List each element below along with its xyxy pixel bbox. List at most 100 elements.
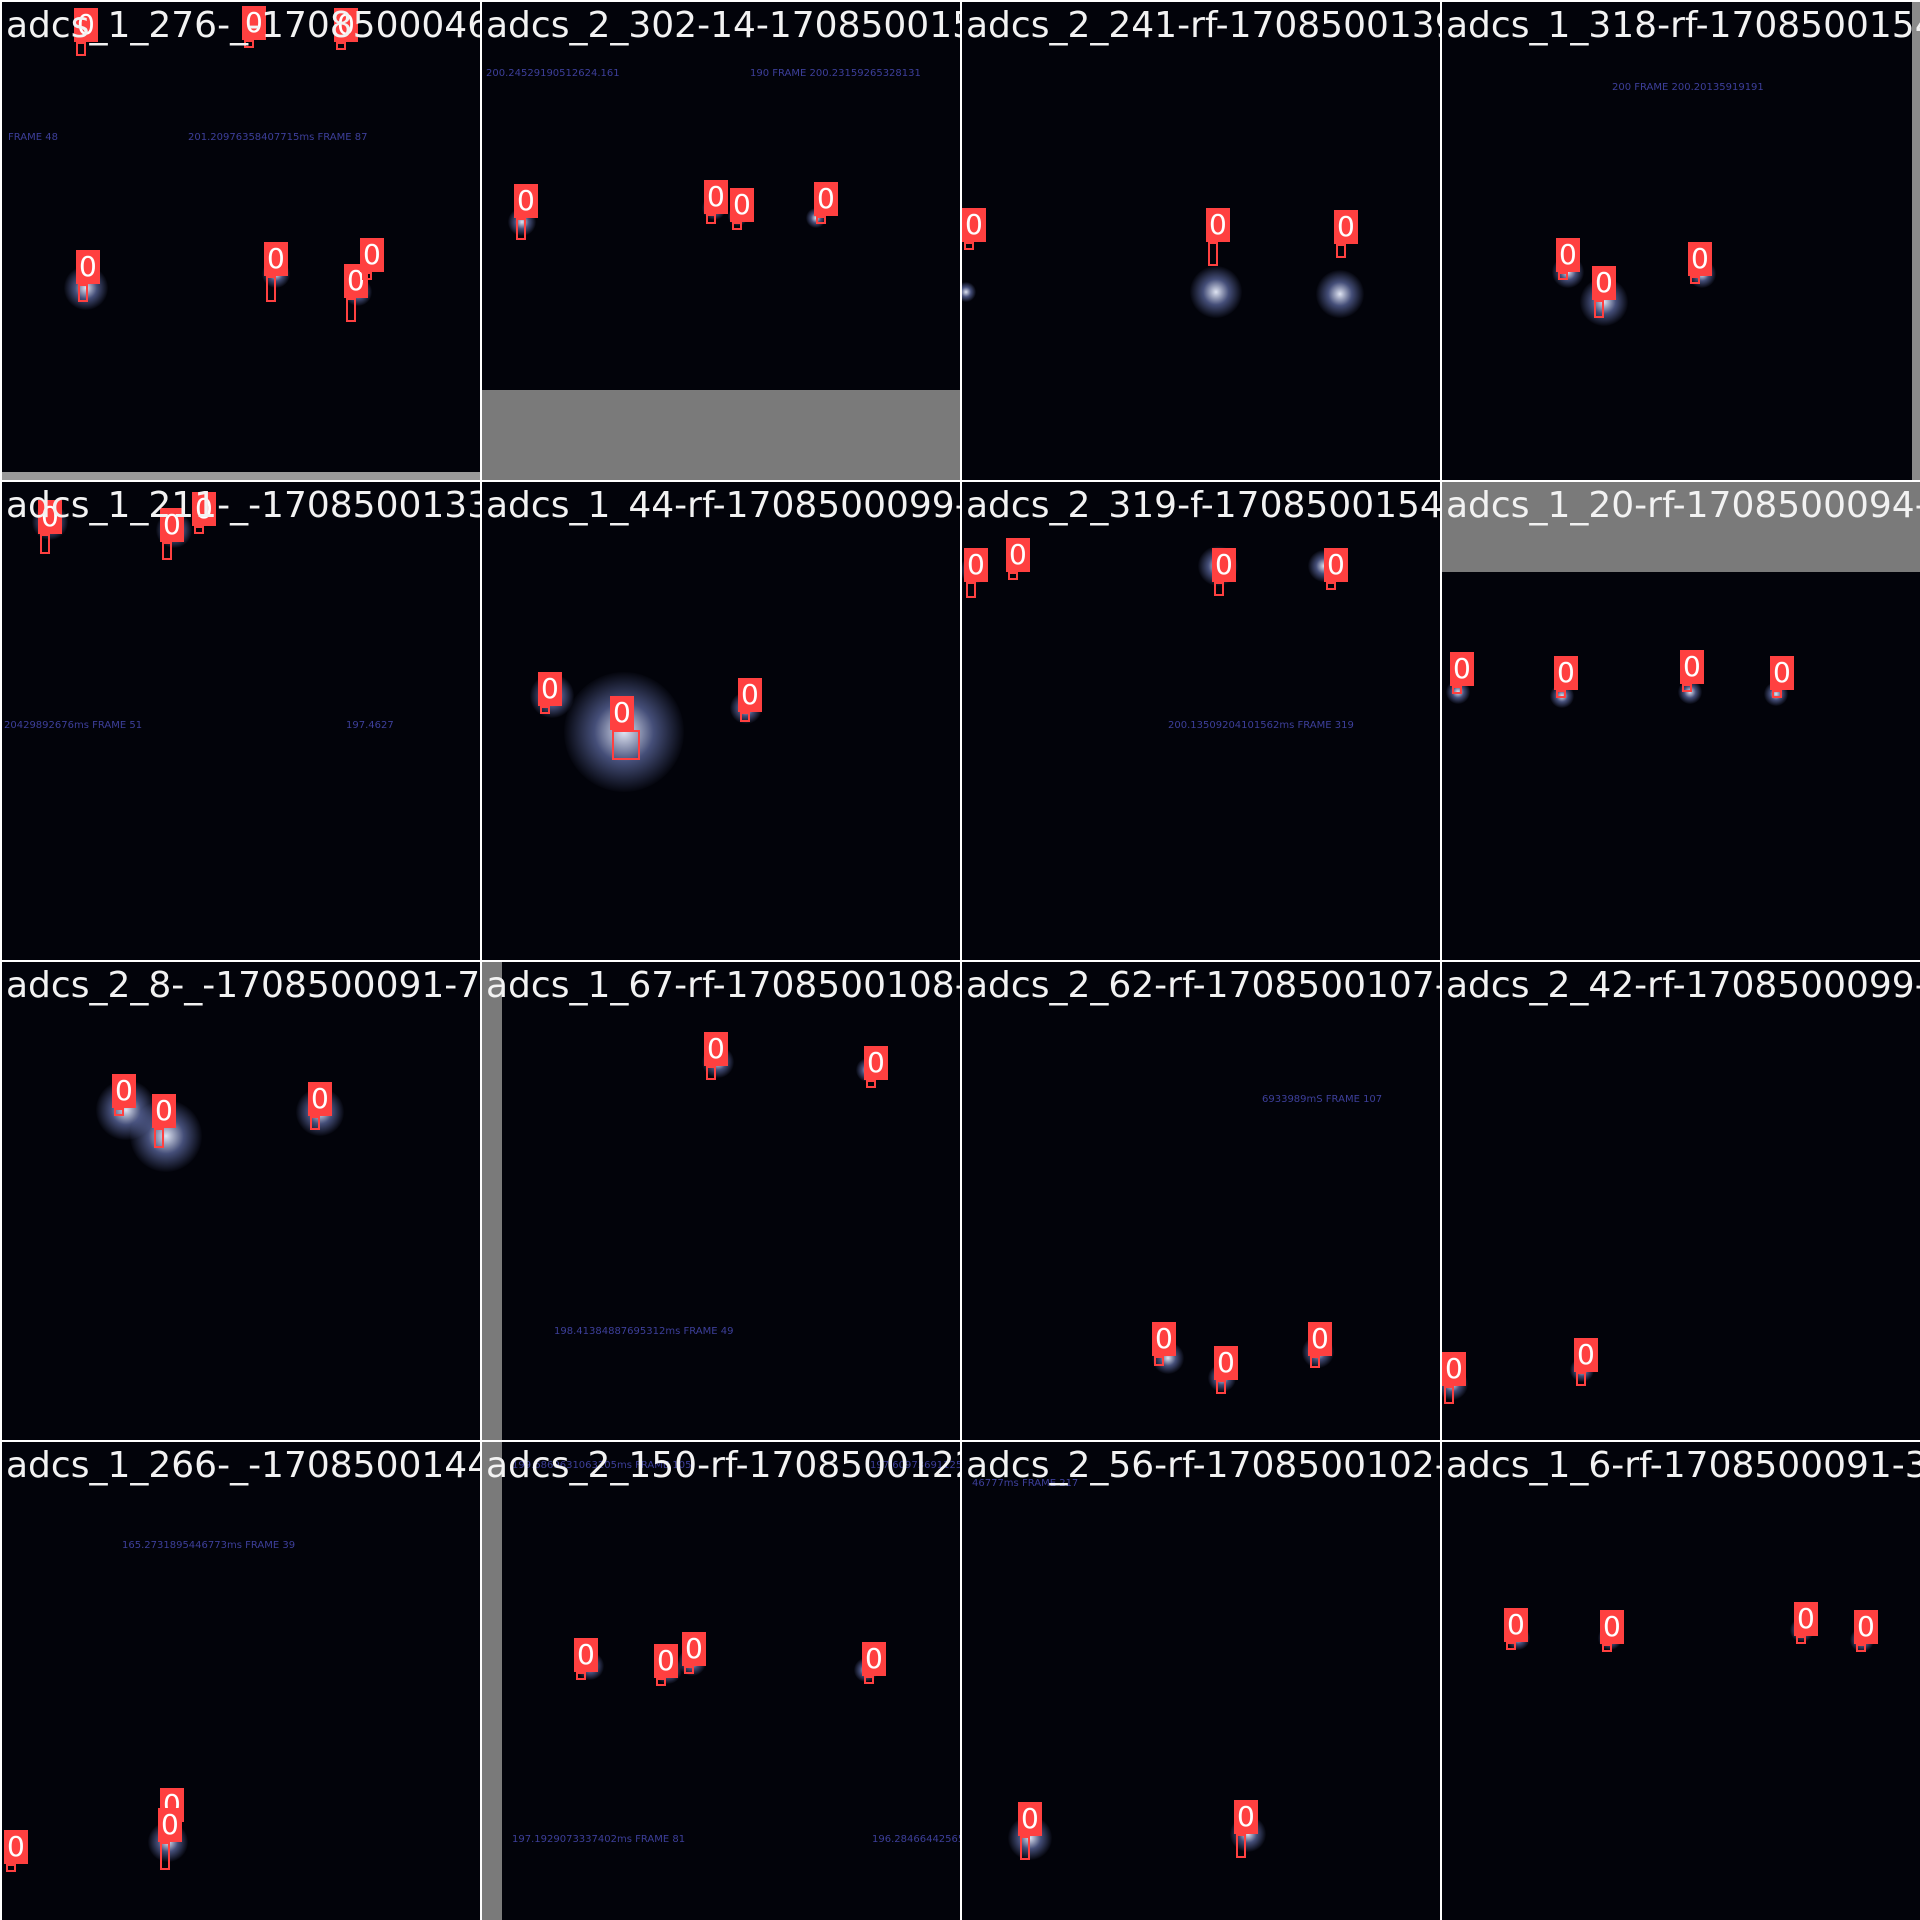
mosaic-tile: 165.2731895446773ms FRAME 39 0 0 0 adcs_1_26… (2, 1442, 480, 1920)
class-label: 0 (962, 208, 986, 242)
class-label: 0 (308, 1082, 332, 1116)
bounding-box (266, 276, 276, 302)
class-label: 0 (1214, 1346, 1238, 1380)
bounding-box (740, 712, 750, 722)
bounding-box (1444, 1386, 1454, 1404)
bounding-box (576, 1672, 586, 1680)
class-label: 0 (1854, 1610, 1878, 1644)
bounding-box (816, 216, 826, 224)
bounding-box (1154, 1356, 1164, 1366)
bounding-box (964, 242, 974, 250)
frame-overlay-text: 197.60973691125458 (870, 1460, 960, 1471)
class-label: 0 (264, 242, 288, 276)
frame-overlay-text: 201.20976358407715ms FRAME 87 (188, 132, 368, 143)
class-label: 0 (1234, 1800, 1258, 1834)
bounding-box (1452, 686, 1462, 694)
frame-overlay-text: 165.2731895446773ms FRAME 39 (122, 1540, 296, 1551)
mosaic-tile: FRAME 48 201.20976358407715ms FRAME 87 0 0 0… (2, 2, 480, 480)
class-label: 0 (1442, 1352, 1466, 1386)
bounding-box (540, 706, 550, 714)
class-label: 0 (654, 1644, 678, 1678)
bounding-box (1336, 244, 1346, 258)
tile-filename: adcs_1_67-rf-1708500108-629763 (486, 965, 960, 1006)
frame-overlay-text: 200.13509204101562ms FRAME 319 (1168, 720, 1354, 731)
mosaic-tile: 198.41384887695312ms FRAME 49 0 0 adcs_1_67… (482, 962, 960, 1440)
tile-filename: adcs_1_276-_-1708500046-4485 (6, 5, 480, 46)
bounding-box (1506, 1642, 1516, 1650)
class-label: 0 (1770, 656, 1794, 690)
bounding-box (78, 284, 88, 302)
frame-overlay-text: 199.6869631063205ms FRAME 105 (512, 1460, 692, 1471)
class-label: 0 (4, 1830, 28, 1864)
bounding-box (1558, 272, 1568, 280)
mosaic-tile: 200 FRAME 200.20135919191 0 0 0 adcs_1_318-r… (1442, 2, 1920, 480)
class-label: 0 (1554, 656, 1578, 690)
class-label: 0 (1324, 548, 1348, 582)
class-label: 0 (1152, 1322, 1176, 1356)
light-glow (962, 282, 976, 302)
class-label: 0 (1556, 238, 1580, 272)
class-label: 0 (862, 1642, 886, 1676)
bounding-box (1008, 572, 1018, 580)
bounding-box (336, 42, 346, 50)
tile-filename: adcs_2_42-rf-1708500099-4 (1446, 965, 1920, 1006)
class-label: 0 (1308, 1322, 1332, 1356)
bounding-box (1216, 1380, 1226, 1394)
bounding-box (362, 272, 372, 280)
bounding-box (866, 1080, 876, 1088)
tile-filename: adcs_1_266-_-1708500144-4349532 (6, 1445, 480, 1486)
tile-filename: adcs_2_241-rf-1708500139-485068 (966, 5, 1440, 46)
class-label: 0 (1450, 652, 1474, 686)
bounding-box (1214, 582, 1224, 596)
class-label: 0 (192, 492, 216, 526)
tile-filename: adcs_2_62-rf-1708500107-630929 (966, 965, 1440, 1006)
class-label: 0 (738, 678, 762, 712)
class-label: 0 (964, 548, 988, 582)
class-label: 0 (112, 1074, 136, 1108)
class-label: 0 (74, 8, 98, 42)
class-label: 0 (1206, 208, 1230, 242)
frame-overlay-text: 197.1929073337402ms FRAME 81 (512, 1834, 686, 1845)
mosaic-tile: 20429892676ms FRAME 51 197.4627 0 0 0 adcs_1_… (2, 482, 480, 960)
class-label: 0 (704, 1032, 728, 1066)
tile-filename: adcs_2_319-f-1708500154-997532 (966, 485, 1440, 526)
tile-filename: adcs_1_6-rf-1708500091-36 (1446, 1445, 1920, 1486)
class-label: 0 (514, 184, 538, 218)
tile-filename: adcs_2_150-rf-1708500122-817989 (486, 1445, 960, 1486)
bounding-box (966, 582, 976, 598)
class-label: 0 (682, 1632, 706, 1666)
class-label: 0 (730, 188, 754, 222)
bounding-box (1594, 300, 1604, 318)
class-label: 0 (1680, 650, 1704, 684)
mosaic-tile: 0 0 0 0 adcs_1_6-rf-1708500091-36 (1442, 1442, 1920, 1920)
class-label: 0 (704, 180, 728, 214)
class-label: 0 (864, 1046, 888, 1080)
class-label: 0 (242, 6, 266, 40)
bounding-box (1602, 1644, 1612, 1652)
class-label: 0 (1592, 266, 1616, 300)
frame-overlay-text: 190 FRAME 200.23159265328131 (750, 68, 921, 79)
class-label: 0 (814, 182, 838, 216)
class-label: 0 (1504, 1608, 1528, 1642)
class-label: 0 (538, 672, 562, 706)
class-label: 0 (1006, 538, 1030, 572)
padding-band (1442, 482, 1920, 572)
bounding-box (154, 1128, 164, 1148)
bounding-box (1236, 1834, 1246, 1858)
bounding-box (1208, 242, 1218, 266)
mosaic-tile: 199.6869631063205ms FRAME 105 197.6097369… (482, 1442, 960, 1920)
frame-overlay-text: 6933989mS FRAME 107 (1262, 1094, 1383, 1105)
mosaic-tile: 46777ms FRAME 217 0 0 adcs_2_56-rf-17085001… (962, 1442, 1440, 1920)
frame-overlay-text: 46777ms FRAME 217 (972, 1478, 1079, 1489)
class-label: 0 (158, 1808, 182, 1842)
bounding-box (194, 526, 204, 534)
bounding-box (6, 1864, 16, 1872)
class-label: 0 (76, 250, 100, 284)
bounding-box (732, 222, 742, 230)
bounding-box (612, 730, 640, 760)
bounding-box (656, 1678, 666, 1686)
frame-overlay-text: FRAME 48 (8, 132, 58, 143)
padding-band (1912, 2, 1920, 480)
